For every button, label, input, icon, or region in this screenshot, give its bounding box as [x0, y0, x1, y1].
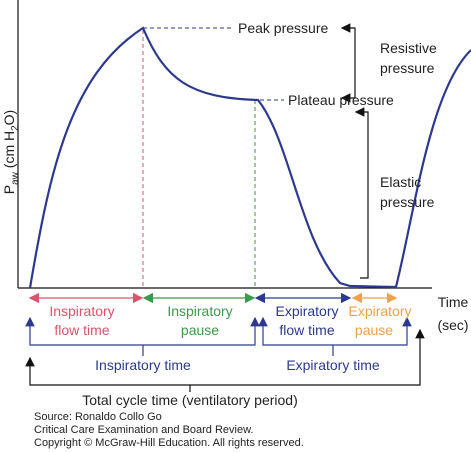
y-label-sub: aw: [10, 171, 21, 185]
annotation: Peak pressure: [238, 20, 328, 36]
pressure-curve: [28, 26, 471, 289]
pressure-arrows: [340, 23, 369, 279]
source-line: Copyright © McGraw-Hill Education. All r…: [34, 437, 304, 449]
annotation: pressure: [380, 194, 435, 210]
phase-label: pause: [181, 322, 219, 338]
source-line: Source: Ronaldo Collo Go: [34, 411, 162, 423]
y-label-sub2: 2: [10, 125, 21, 131]
x-axis-label: (sec): [437, 317, 468, 333]
phase-label: Expiratory: [348, 303, 411, 319]
annotation: pressure: [380, 60, 435, 76]
y-axis-label: Paw (cm H2O): [1, 110, 21, 194]
y-label-p: P: [1, 185, 17, 194]
phase-label: flow time: [279, 322, 334, 338]
annotation: Plateau pressure: [288, 92, 394, 108]
phase-label: Expiratory: [275, 303, 338, 319]
phase-label: flow time: [54, 322, 109, 338]
y-label-mid: (cm H: [1, 131, 17, 172]
annotation: Resistive: [380, 40, 437, 56]
source-line: Critical Care Examination and Board Revi…: [34, 424, 254, 436]
span-label: Total cycle time (ventilatory period): [82, 392, 298, 408]
x-axis-label: Time: [438, 294, 469, 310]
phase-label: Inspiratory: [167, 303, 232, 319]
phase-label: Inspiratory: [49, 303, 114, 319]
phase-label: pause: [355, 322, 393, 338]
span-brackets: [25, 316, 425, 392]
annotation: Elastic: [380, 174, 421, 190]
span-label: Expiratory time: [286, 357, 380, 373]
span-label: Inspiratory time: [95, 357, 191, 373]
axes: [17, 0, 432, 289]
y-label-end: O): [1, 110, 17, 126]
guides: [142, 27, 284, 288]
